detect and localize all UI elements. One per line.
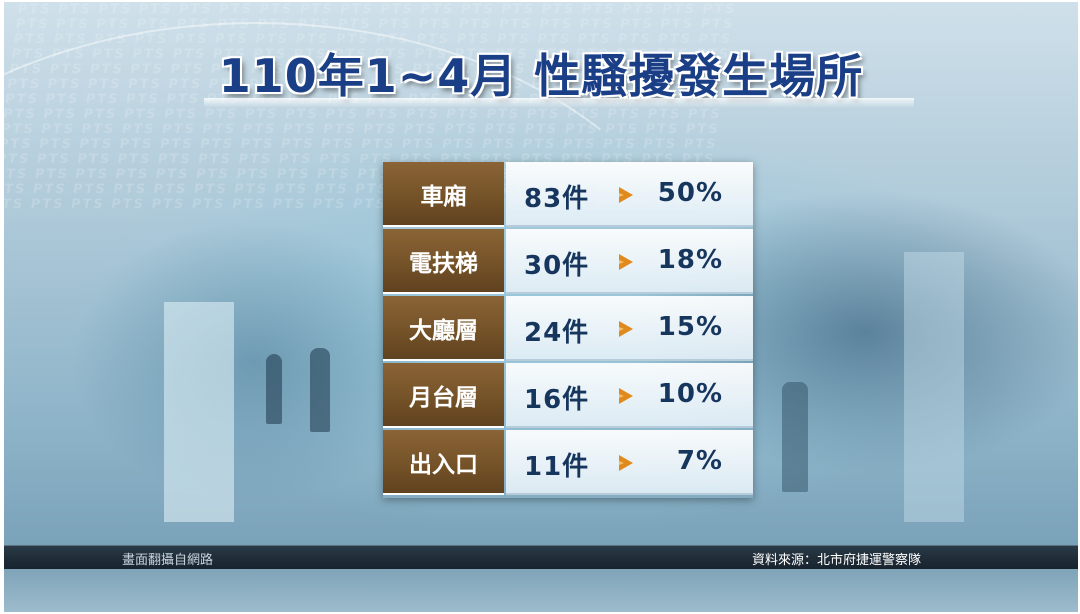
arrow-right-icon [619, 254, 633, 270]
background-pillar [904, 252, 964, 522]
location-label: 月台層 [383, 363, 504, 428]
background-pillar [164, 302, 234, 522]
arrow-right-icon [619, 455, 633, 471]
background-figure [782, 382, 808, 492]
case-count: 24件 [524, 318, 590, 348]
percentage: 10% [657, 379, 723, 409]
statistics-table: 車廂 83件 50% 電扶梯 30件 18% 大廳層 24件 15% [383, 162, 753, 498]
table-row: 車廂 83件 50% [383, 162, 753, 227]
caption-bar: 畫面翻攝自網路 資料來源：北市府捷運警察隊 [4, 545, 1078, 570]
value-cell: 83件 50% [506, 162, 753, 227]
value-cell: 11件 7% [506, 430, 753, 495]
page-title: 110年1~4月 性騷擾發生場所 [218, 49, 864, 103]
percentage: 50% [657, 178, 723, 208]
arrow-right-icon [619, 321, 633, 337]
table-row: 電扶梯 30件 18% [383, 229, 753, 294]
table-row: 大廳層 24件 15% [383, 296, 753, 361]
value-cell: 30件 18% [506, 229, 753, 294]
background-figure [266, 354, 282, 424]
percentage: 18% [657, 245, 723, 275]
data-source-caption: 資料來源：北市府捷運警察隊 [752, 553, 922, 568]
arrow-right-icon [619, 187, 633, 203]
arrow-right-icon [619, 388, 633, 404]
table-row: 月台層 16件 10% [383, 363, 753, 428]
case-count: 16件 [524, 385, 590, 415]
location-label: 車廂 [383, 162, 504, 227]
percentage: 7% [676, 446, 723, 476]
location-label: 出入口 [383, 430, 504, 495]
case-count: 30件 [524, 251, 590, 281]
background-figure [310, 348, 330, 432]
title-underline [204, 98, 914, 108]
location-label: 大廳層 [383, 296, 504, 361]
percentage: 15% [657, 312, 723, 342]
footage-source-caption: 畫面翻攝自網路 [122, 553, 214, 568]
table-row: 出入口 11件 7% [383, 430, 753, 495]
value-cell: 24件 15% [506, 296, 753, 361]
lower-background [4, 569, 1078, 612]
location-label: 電扶梯 [383, 229, 504, 294]
broadcast-frame: PTS PTS PTS PTS PTS PTS PTS PTS PTS PTS … [4, 2, 1078, 612]
case-count: 83件 [524, 184, 590, 214]
case-count: 11件 [524, 452, 590, 482]
value-cell: 16件 10% [506, 363, 753, 428]
